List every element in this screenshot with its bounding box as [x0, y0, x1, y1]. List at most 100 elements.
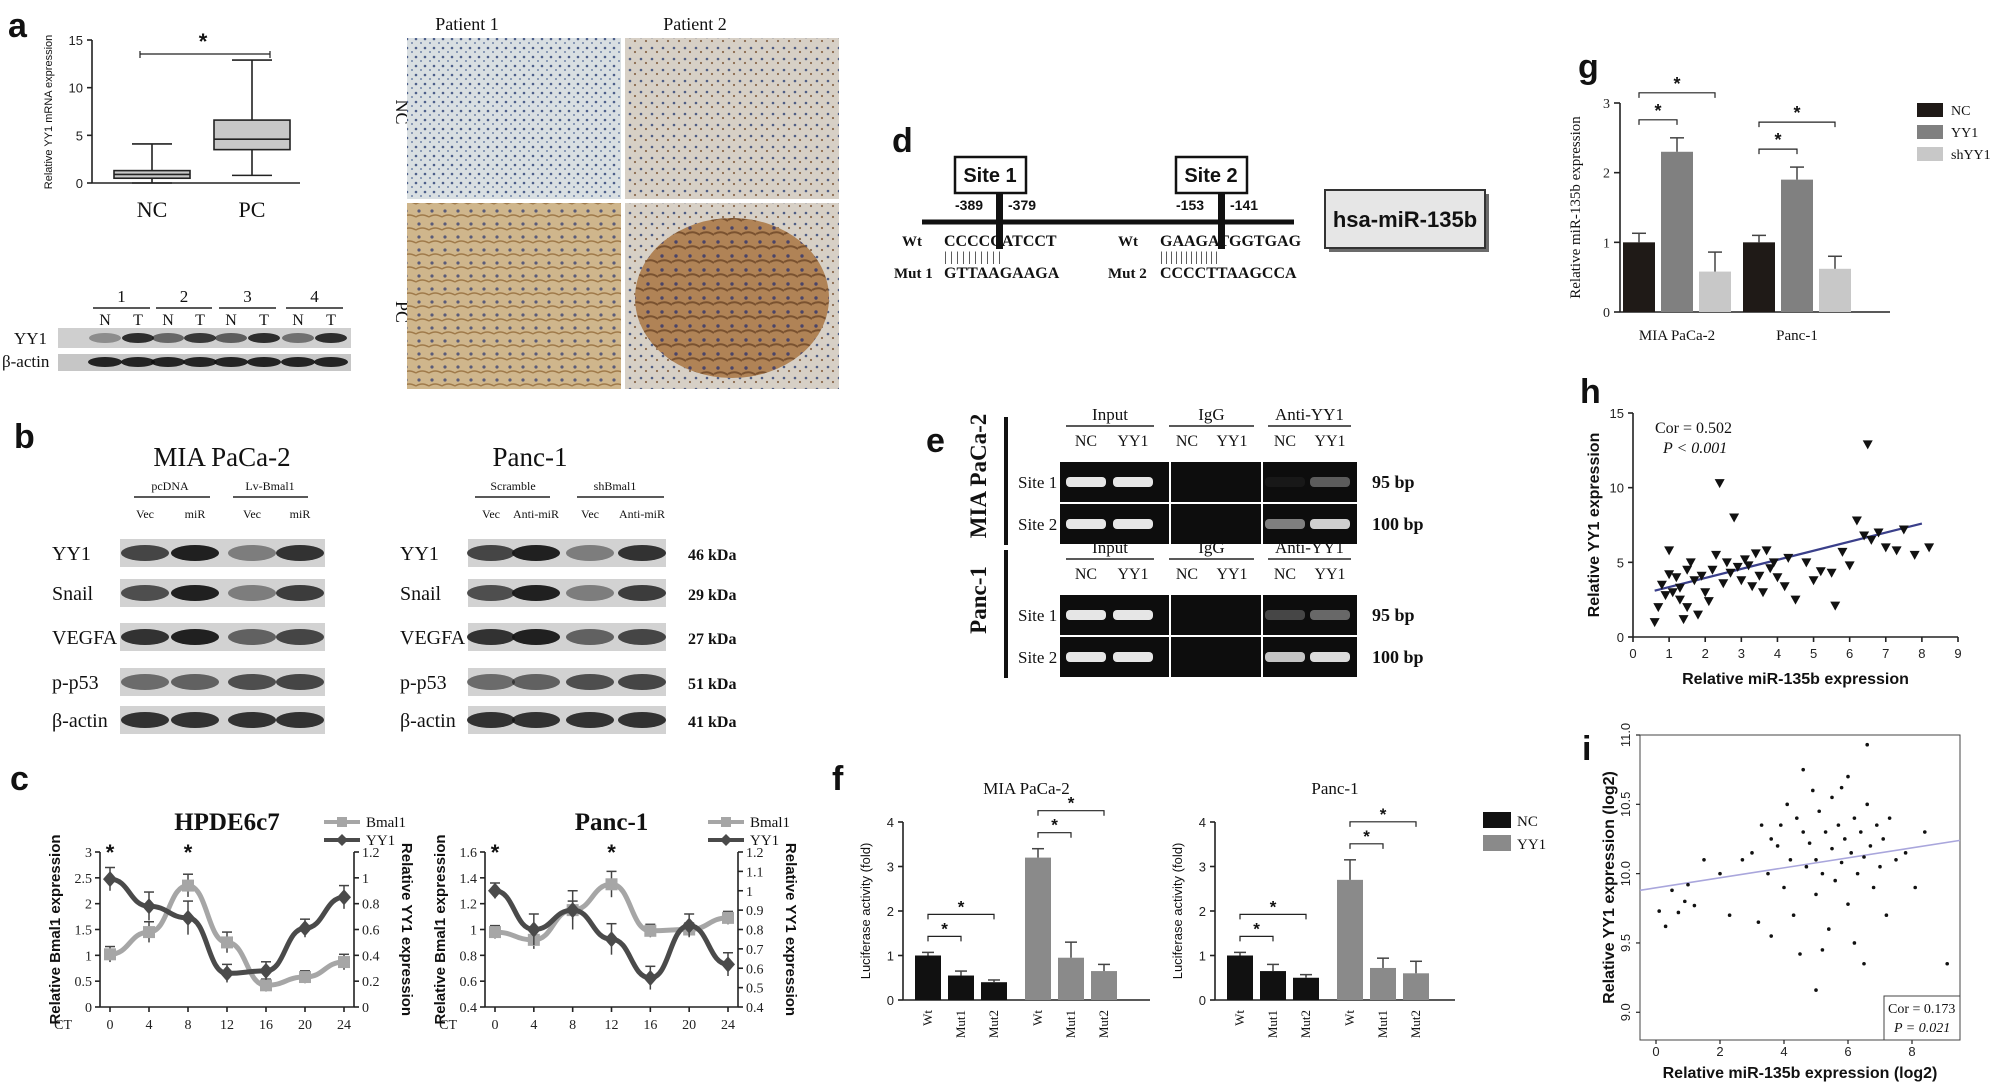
bars1: |||||||||| [944, 250, 1004, 265]
c-ytick-label: 1.2 [460, 898, 478, 913]
i-point [1830, 795, 1834, 800]
blot-b-band [512, 585, 560, 601]
h-point [1674, 595, 1685, 605]
panel-label-b: b [14, 418, 35, 456]
site2-pos-a: -153 [1176, 197, 1204, 213]
h-point [1703, 597, 1714, 607]
e-site-label: Site 1 [1018, 473, 1057, 492]
i-point [1759, 823, 1764, 827]
h-xtick-label: 4 [1774, 646, 1781, 661]
e-lane-label: NC [1075, 433, 1097, 450]
c-xtick-label: 4 [146, 1018, 153, 1033]
c-y2tick-label: 1.2 [362, 846, 380, 861]
f-bar-NC [948, 975, 974, 1000]
c-xtick-label: 16 [643, 1018, 657, 1033]
h-point [1758, 588, 1768, 598]
c-y-label: Relative Bmal1 expression [47, 834, 64, 1024]
i-xtick-label: 4 [1780, 1044, 1787, 1059]
h-point [1909, 550, 1920, 560]
e-gel-band [1066, 652, 1106, 662]
i-fit-line [1639, 839, 1961, 892]
blot-b-band [467, 674, 515, 690]
f-ytick-label: 3 [1199, 860, 1206, 875]
blot-b-lane-label: Vec [243, 507, 261, 521]
blot-b-row-label: VEGFA [400, 627, 466, 649]
g-bar-NC [1623, 242, 1655, 312]
ihc-image-pc-patient1 [407, 203, 621, 389]
c-xtick-label: 0 [107, 1018, 114, 1033]
promoter-diagram: Site 1 -389 -379 Site 2 -153 -141 hsa-mi… [894, 155, 1489, 282]
i-xtick-label: 8 [1908, 1044, 1915, 1059]
i-ytick-label: 9.0 [1618, 1003, 1633, 1021]
e-cell-label: Panc-1 [966, 566, 991, 634]
c-point-Bmal1 [489, 926, 501, 939]
f-bar-YY1 [1091, 971, 1117, 1000]
h-ytick-label: 5 [1617, 555, 1624, 570]
c-ytick-label: 0.6 [460, 975, 478, 990]
h-point [1866, 535, 1877, 545]
blot-a-nt-label: T [133, 312, 143, 329]
mut1-label: Mut 1 [894, 266, 933, 282]
a-sig-bracket [139, 51, 271, 58]
h-xtick-label: 0 [1629, 646, 1636, 661]
wt1-seq: CCCCCATCCT [944, 233, 1057, 250]
a-boxes [113, 59, 291, 184]
blot-b-lane-label: Vec [581, 507, 599, 521]
h-point [1772, 573, 1783, 583]
e-gel-band [1066, 519, 1106, 529]
panel-label-f: f [832, 760, 844, 798]
chart-i: 9.0 9.5 10.0 10.5 11.0 0 2 4 6 8 Relative miR-135b… [1601, 723, 1961, 1082]
a-ytick-label: 5 [76, 128, 83, 143]
h-annotation-cor: Cor = 0.502 [1655, 420, 1732, 437]
c-y2tick-label: 0.8 [746, 924, 764, 939]
blot-b-row-label: p-p53 [52, 672, 99, 694]
c-xtick-label: 16 [259, 1018, 273, 1033]
g-legend-label: NC [1951, 104, 1970, 119]
c-sig-star: * [607, 840, 616, 865]
c-xtick-label: 24 [337, 1018, 351, 1033]
e-cell-label: MIA PaCa-2 [966, 414, 991, 539]
h-point [1801, 558, 1812, 568]
chart-c-right: Panc-1 0.4 0.6 0.8 1 1.2 1.4 1.6 0.4 0.5 0.6 0.7 0.8… [432, 809, 799, 1033]
f-title: MIA PaCa-2 [983, 779, 1069, 798]
i-point [1676, 910, 1681, 915]
blot-b-band [618, 545, 666, 561]
a-group-nc: NC [137, 197, 168, 222]
i-point [1756, 920, 1761, 924]
i-point [1859, 830, 1863, 834]
i-point [1836, 823, 1841, 827]
c-y2tick-label: 0.4 [362, 949, 380, 964]
i-point [1814, 988, 1818, 992]
f-legend-swatch [1483, 812, 1511, 828]
ihc-image-nc-patient2 [625, 38, 839, 199]
c-ytick-label: 2 [85, 898, 92, 913]
f-y-label: Luciferase activity (fold) [1170, 843, 1185, 980]
g-sig-star: * [1654, 101, 1661, 121]
site2-label: Site 2 [1184, 165, 1237, 187]
f-bar-YY1 [1337, 879, 1363, 1000]
h-ytick-label: 0 [1617, 630, 1624, 645]
c-ytick-label: 0 [85, 1001, 92, 1016]
i-point [1657, 909, 1661, 913]
c-y2tick-label: 0.6 [362, 924, 380, 939]
e-gel-band [1310, 519, 1350, 529]
a-group-pc: PC [239, 197, 266, 222]
h-point [1667, 588, 1678, 598]
i-ytick-label: 9.5 [1618, 934, 1633, 952]
f-xtick-label: Mut1 [953, 1010, 968, 1038]
c-point-Bmal1 [605, 878, 618, 891]
h-point [1682, 565, 1693, 575]
c-legend-marker [721, 817, 731, 827]
blot-b-band [228, 674, 276, 690]
c-title: HPDE6c7 [174, 809, 280, 836]
h-point [1682, 603, 1693, 613]
h-point [1653, 603, 1664, 613]
blot-a-band-actin [88, 357, 122, 367]
blot-a-lane-number: 2 [180, 287, 189, 306]
blot-b-band [171, 585, 219, 601]
f-bar-YY1 [1370, 967, 1396, 1000]
f-ytick-label: 1 [887, 949, 894, 964]
e-lane-label: YY1 [1216, 433, 1247, 450]
site2-box [1174, 155, 1249, 195]
